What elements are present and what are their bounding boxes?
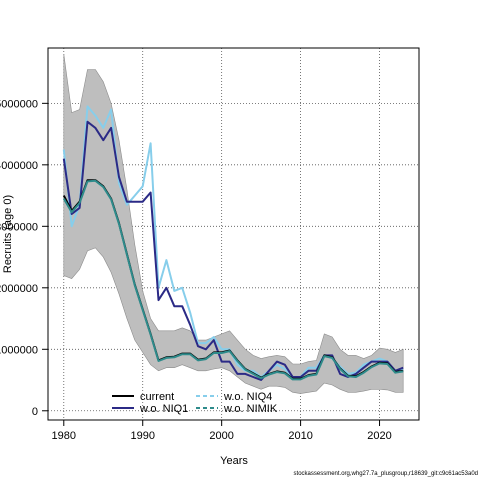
footer-source-label: stockassessment.org,whg27.7a_plusgroup,r… (293, 471, 478, 477)
series-layer (62, 105, 404, 381)
x-axis: 1980 1990 2000 2010 2020 (52, 419, 392, 442)
y-tick-label: 3000000 (0, 221, 38, 233)
y-tick-label: 5000000 (0, 98, 38, 110)
x-axis-title: Years (220, 455, 248, 467)
x-tick-label: 2010 (288, 430, 312, 442)
confidence-band (63, 54, 404, 394)
y-axis-title: Recruits (age 0) (2, 195, 14, 273)
x-tick-label: 1990 (130, 430, 154, 442)
legend-label-0: current (140, 391, 174, 403)
legend-label-2: w.o. NIQ4 (223, 391, 272, 403)
x-tick-label: 2020 (367, 430, 391, 442)
legend-label-1: w.o. NIQ1 (139, 403, 188, 415)
series-line-1 (62, 120, 404, 381)
legend-label-3: w.o. NIMIK (223, 403, 278, 415)
x-tick-label: 1980 (52, 430, 76, 442)
y-tick-label: 0 (32, 406, 38, 418)
x-tick-label: 2000 (209, 430, 233, 442)
y-tick-label: 1000000 (0, 344, 38, 356)
y-tick-label: 4000000 (0, 160, 38, 172)
series-line-3 (62, 179, 404, 381)
